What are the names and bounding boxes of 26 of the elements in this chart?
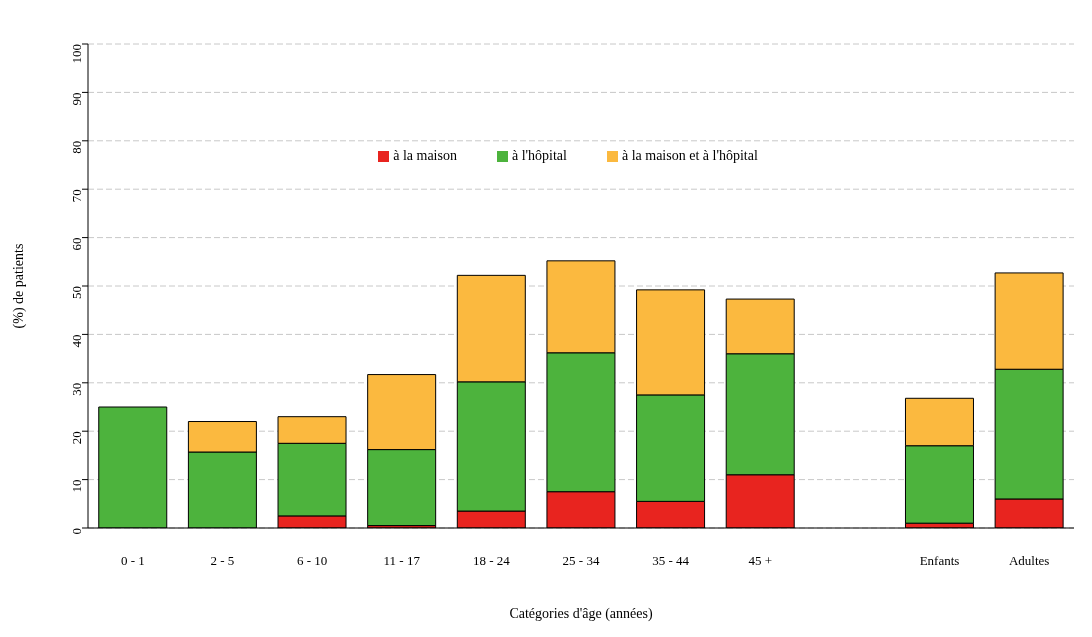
x-tick-label: 45 +	[748, 553, 773, 569]
x-tick-label: 35 - 44	[652, 553, 690, 569]
x-tick-label: 11 - 17	[383, 553, 421, 569]
y-tick-label: 30	[68, 382, 84, 396]
legend-label: à la maison	[393, 148, 457, 163]
y-tick-label: 70	[68, 189, 84, 203]
x-tick-label: 18 - 24	[472, 553, 511, 569]
y-tick-label: 10	[68, 479, 84, 493]
y-tick-label: 80	[68, 140, 84, 154]
y-tick-label: 40	[68, 334, 84, 348]
x-tick-label: 0 - 1	[120, 553, 145, 569]
x-tick-label: 6 - 10	[296, 553, 328, 569]
y-tick-label: 60	[68, 237, 84, 251]
legend-label: à la maison et à l'hôpital	[621, 148, 758, 163]
x-tick-label: Adultes	[1008, 553, 1050, 569]
legend-label: à l'hôpital	[511, 148, 567, 163]
x-tick-label: 2 - 5	[210, 553, 235, 569]
x-axis-title: Catégories d'âge (années)	[509, 606, 653, 622]
y-tick-label: 90	[68, 92, 84, 106]
x-tick-label: 25 - 34	[562, 553, 600, 569]
y-tick-label: 100	[68, 44, 84, 64]
x-tick-label: Enfants	[919, 553, 960, 569]
y-axis-title: (%) de patients	[10, 243, 27, 329]
y-tick-label: 20	[68, 431, 84, 445]
y-tick-label: 0	[68, 528, 84, 535]
y-tick-label: 50	[68, 286, 84, 299]
